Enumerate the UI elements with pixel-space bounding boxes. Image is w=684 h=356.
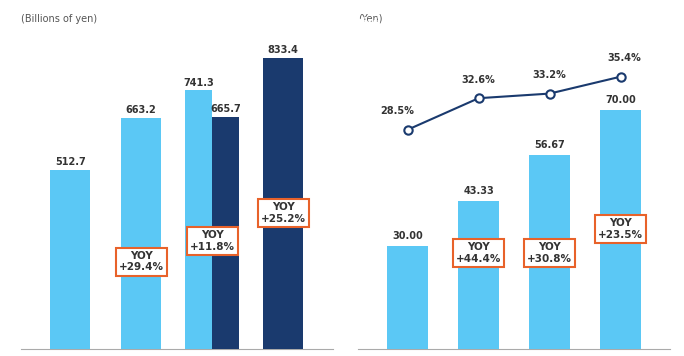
Text: 70.00: 70.00 — [605, 95, 636, 105]
Text: 512.7: 512.7 — [55, 157, 86, 167]
Bar — [212, 117, 239, 349]
Bar — [50, 170, 90, 349]
Text: YOY
+44.4%: YOY +44.4% — [456, 242, 501, 264]
Text: 43.33: 43.33 — [463, 186, 494, 196]
Text: 56.67: 56.67 — [534, 140, 565, 150]
Bar — [185, 90, 212, 349]
Text: 833.4: 833.4 — [267, 46, 299, 56]
Text: Dividends per Share/Dividend Payout Ratio: Dividends per Share/Dividend Payout Rati… — [352, 17, 676, 30]
Text: 28.5%: 28.5% — [380, 106, 414, 116]
Text: 663.2: 663.2 — [126, 105, 157, 115]
Text: 741.3: 741.3 — [183, 78, 214, 88]
Text: YOY
+30.8%: YOY +30.8% — [527, 242, 572, 264]
Text: (Yen): (Yen) — [358, 14, 382, 24]
Bar — [529, 155, 570, 349]
Text: 30.00: 30.00 — [392, 231, 423, 241]
Text: YOY
+25.2%: YOY +25.2% — [261, 202, 306, 224]
Text: 665.7: 665.7 — [211, 104, 241, 114]
Text: YOY
+23.5%: YOY +23.5% — [598, 219, 643, 240]
Text: 35.4%: 35.4% — [607, 53, 641, 63]
Text: (Billions of yen): (Billions of yen) — [21, 14, 96, 24]
Text: Operating Income: Operating Income — [107, 16, 247, 30]
Bar — [263, 58, 304, 349]
Bar — [601, 110, 641, 349]
Bar — [458, 201, 499, 349]
Bar — [121, 117, 161, 349]
Text: YOY
+29.4%: YOY +29.4% — [119, 251, 163, 272]
Text: YOY
+11.8%: YOY +11.8% — [189, 230, 235, 252]
Text: 33.2%: 33.2% — [533, 70, 566, 80]
Bar — [387, 246, 428, 349]
Text: 32.6%: 32.6% — [462, 74, 495, 84]
